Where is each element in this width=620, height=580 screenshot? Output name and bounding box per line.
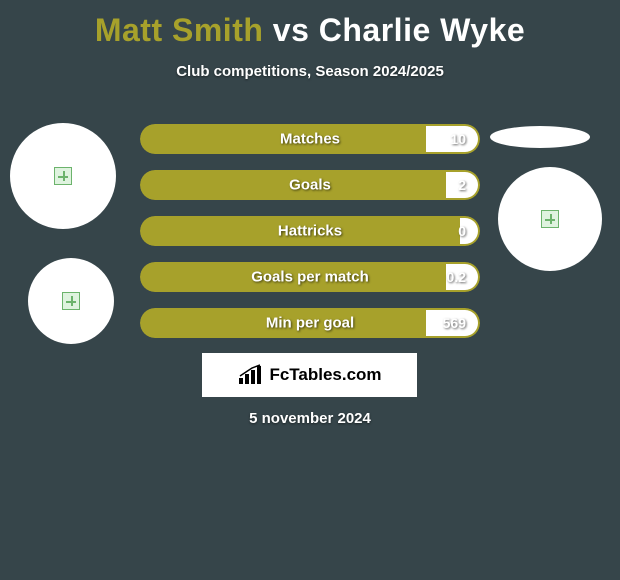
avatar-right1 xyxy=(490,126,590,148)
brand-chart-icon xyxy=(237,364,263,386)
image-placeholder-icon xyxy=(62,292,80,310)
image-placeholder-icon xyxy=(541,210,559,228)
stat-row: Min per goal 569 xyxy=(140,308,480,338)
stat-label: Goals xyxy=(289,177,331,194)
avatar-right2 xyxy=(498,167,602,271)
avatar-left1 xyxy=(10,123,116,229)
stat-value-right: 0.2 xyxy=(447,269,466,285)
vs-text: vs xyxy=(273,12,310,48)
stat-label: Min per goal xyxy=(266,315,354,332)
comparison-title: Matt Smith vs Charlie Wyke xyxy=(0,0,620,49)
stat-value-right: 569 xyxy=(443,315,466,331)
stat-value-right: 0 xyxy=(458,223,466,239)
stat-row: Goals 2 xyxy=(140,170,480,200)
subtitle: Club competitions, Season 2024/2025 xyxy=(0,63,620,80)
avatar-left2 xyxy=(28,258,114,344)
stat-value-right: 10 xyxy=(450,131,466,147)
stat-label: Hattricks xyxy=(278,223,342,240)
stat-row: Hattricks 0 xyxy=(140,216,480,246)
stat-row: Matches 10 xyxy=(140,124,480,154)
date-label: 5 november 2024 xyxy=(0,410,620,427)
brand-text: FcTables.com xyxy=(269,365,381,385)
stat-label: Matches xyxy=(280,131,340,148)
stat-value-right: 2 xyxy=(458,177,466,193)
stats-container: Matches 10 Goals 2 Hattricks 0 Goals per match… xyxy=(140,124,480,354)
stat-label: Goals per match xyxy=(251,269,369,286)
brand-box: FcTables.com xyxy=(202,353,417,397)
image-placeholder-icon xyxy=(54,167,72,185)
player1-name: Matt Smith xyxy=(95,12,264,48)
stat-row: Goals per match 0.2 xyxy=(140,262,480,292)
player2-name: Charlie Wyke xyxy=(319,12,525,48)
